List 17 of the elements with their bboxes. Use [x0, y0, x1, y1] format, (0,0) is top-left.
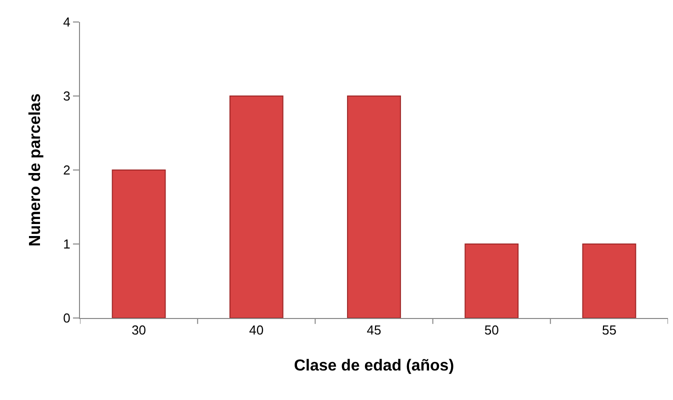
x-tick-label: 50 [484, 322, 499, 338]
y-tick-label: 3 [63, 88, 70, 104]
bar [112, 170, 166, 318]
bar [347, 96, 401, 318]
y-axis-title: Numero de parcelas [27, 93, 44, 246]
y-tick-label: 1 [63, 236, 70, 252]
y-tick-label: 0 [63, 310, 70, 326]
bar [582, 244, 636, 318]
x-tick-label: 30 [132, 322, 146, 338]
y-tick-label: 2 [63, 162, 70, 178]
y-tick-label: 4 [63, 14, 70, 30]
x-tick-label: 45 [366, 322, 382, 338]
x-tick-label: 55 [602, 322, 616, 338]
x-tick-label: 40 [249, 322, 264, 338]
bar [229, 96, 284, 318]
bar [464, 244, 519, 318]
x-axis-title: Clase de edad (años) [294, 357, 454, 374]
